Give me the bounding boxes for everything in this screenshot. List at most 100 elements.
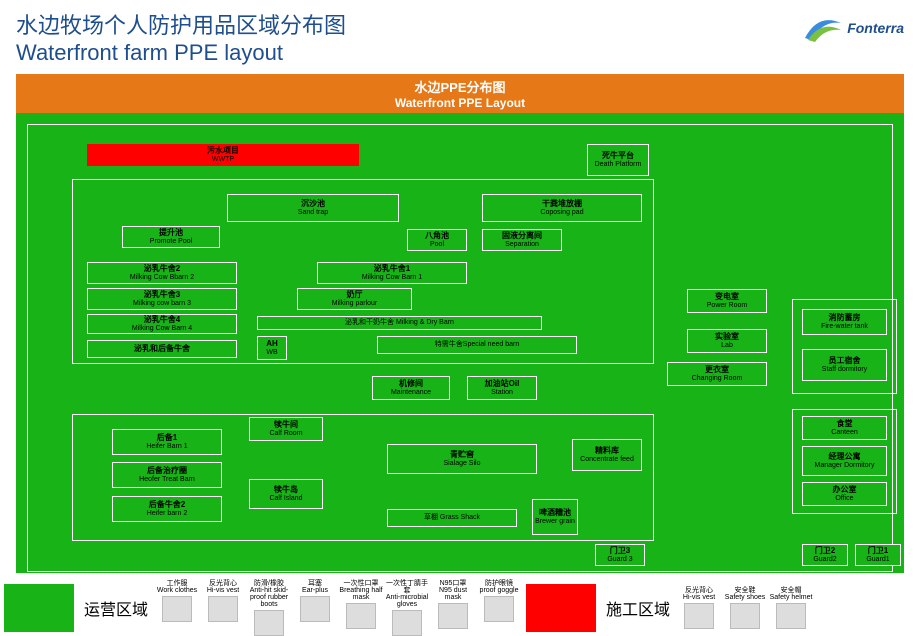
box-label-cn: 泌乳和后备牛舍 — [134, 345, 190, 354]
ppe-label-en: Safety helmet — [770, 594, 813, 601]
box-label-en: Calf Room — [269, 430, 302, 438]
box-guard2: 门卫2Guard2 — [802, 544, 848, 566]
ppe-item: N95口罩N95 dust mask — [430, 580, 476, 636]
box-label-cn: 食堂 — [837, 420, 853, 429]
box-label-en: Office — [835, 495, 853, 503]
box-label-en: Calf Island — [269, 495, 302, 503]
box-label-en: Station — [491, 389, 513, 397]
box-label-en: Heifer Barn 1 — [146, 443, 187, 451]
box-parlour: 奶厅Milking parlour — [297, 288, 412, 310]
ppe-label-cn: 防滑/橡胶 — [254, 580, 284, 587]
box-label-cn: 泌乳牛舍3 — [144, 291, 180, 300]
ppe-item: 工作服Work clothes — [154, 580, 200, 636]
box-label-cn: 泌乳牛舍4 — [144, 316, 180, 325]
ppe-item: 防滑/橡胶Anti-hit skid-proof rubber boots — [246, 580, 292, 636]
box-dry-heifer: 泌乳和后备牛舍 — [87, 340, 237, 358]
legend-swatch-red — [526, 584, 596, 632]
box-label-en: Heifer barn 2 — [147, 510, 187, 518]
title-band: 水边PPE分布图 Waterfront PPE Layout — [16, 74, 904, 113]
ppe-item: 安全帽Safety helmet — [768, 587, 814, 629]
box-label-en: Coposing pad — [540, 209, 583, 217]
box-guard3: 门卫3Guard 3 — [595, 544, 645, 566]
ppe-item: 一次性口罩Breathing half mask — [338, 580, 384, 636]
box-label-en: Staff dormitory — [822, 366, 867, 374]
box-label-en: Maintenance — [391, 389, 431, 397]
box-label-cn: 啤酒糟池 — [539, 509, 571, 518]
ppe-label-en: Hi-vis vest — [683, 594, 715, 601]
ppe-icon — [300, 596, 330, 622]
box-label-en: 特需牛舍Special need barn — [435, 341, 519, 349]
ppe-icon — [776, 603, 806, 629]
box-label-en: Concentrate feed — [580, 456, 634, 464]
box-label-cn: 固液分离间 — [502, 232, 542, 241]
box-heifer1: 后备1Heifer Barn 1 — [112, 429, 222, 455]
ppe-icon — [438, 603, 468, 629]
ppe-item: 一次性丁腈手套Anti-microbial gloves — [384, 580, 430, 636]
box-power-room: 变电室Power Room — [687, 289, 767, 313]
box-canteen: 食堂Canteen — [802, 416, 887, 440]
box-label-en: Pool — [430, 241, 444, 249]
ppe-icon — [254, 610, 284, 636]
ppe-icon — [484, 596, 514, 622]
box-label-en: Milking parlour — [332, 300, 378, 308]
box-heifer2: 后备牛舍2Heifer barn 2 — [112, 496, 222, 522]
logo-text: Fonterra — [847, 20, 904, 36]
box-label-en: Canteen — [831, 429, 857, 437]
box-label-cn: 门卫3 — [610, 547, 630, 556]
box-label-cn: 犊牛岛 — [274, 486, 298, 495]
ppe-item: 耳塞Ear-plus — [292, 580, 338, 636]
box-pool: 八角池Pool — [407, 229, 467, 251]
box-label-en: 草棚 Grass Shack — [424, 514, 480, 522]
box-barn3: 泌乳牛舍3Milking cow barn 3 — [87, 288, 237, 310]
box-label-cn: 死牛平台 — [602, 152, 634, 161]
box-label-cn: 加油站Oil — [485, 380, 520, 389]
legend-const-label: 施工区域 — [606, 596, 670, 620]
ppe-label-en: proof goggle — [480, 587, 519, 594]
box-office: 办公室Office — [802, 482, 887, 506]
box-label-cn: 门卫2 — [815, 547, 835, 556]
box-label-en: Guard2 — [813, 556, 836, 564]
ppe-icon — [392, 610, 422, 636]
header: 水边牧场个人防护用品区域分布图 Waterfront farm PPE layo… — [0, 0, 920, 74]
box-label-en: Heofer Treat Barn — [139, 476, 195, 484]
box-label-en: Lab — [721, 342, 733, 350]
box-sand-trap: 沉沙池Sand trap — [227, 194, 399, 222]
box-changing: 更衣室Changing Room — [667, 362, 767, 386]
ppe-items-const: 反光背心Hi-vis vest 安全鞋Safety shoes安全帽Safety … — [676, 587, 814, 629]
box-calf-room: 犊牛间Calf Room — [249, 417, 323, 441]
box-label-cn: 干粪堆放棚 — [542, 200, 582, 209]
box-label-cn: 变电室 — [715, 293, 739, 302]
ppe-label-en: Work clothes — [157, 587, 197, 594]
band-title-en: Waterfront PPE Layout — [16, 96, 904, 110]
box-separation: 固液分离间Separation — [482, 229, 562, 251]
box-label-en: Milking Cow Bbarn 2 — [130, 274, 194, 282]
ppe-label-cn: 反光背心 — [685, 587, 713, 594]
box-ahwb: AHWB — [257, 336, 287, 360]
box-guard1: 门卫1Guard1 — [855, 544, 901, 566]
box-label-en: 泌乳和干奶牛舍 Milking & Dry Barn — [345, 319, 454, 327]
box-label-cn: 办公室 — [833, 486, 857, 495]
box-label-cn: 沉沙池 — [301, 200, 325, 209]
box-label-en: Brewer grain — [535, 518, 575, 526]
box-oil-station: 加油站OilStation — [467, 376, 537, 400]
ppe-label-en: Safety shoes — [725, 594, 765, 601]
box-label-en: WWTP — [212, 156, 234, 164]
logo-swoosh-icon — [803, 8, 843, 48]
box-label-cn: 泌乳牛舍2 — [144, 265, 180, 274]
ppe-label-cn: 安全鞋 — [735, 587, 756, 594]
box-label-en: WB — [266, 349, 277, 357]
ppe-label-en: Ear-plus — [302, 587, 328, 594]
box-label-cn: 门卫1 — [868, 547, 888, 556]
ppe-icon — [162, 596, 192, 622]
box-label-en: Changing Room — [692, 375, 743, 383]
ppe-icon — [208, 596, 238, 622]
box-silage: 青贮窖Sialage Silo — [387, 444, 537, 474]
box-special-barn: 特需牛舍Special need barn — [377, 336, 577, 354]
box-label-cn: 污水项目 — [207, 147, 239, 156]
ppe-icon — [684, 603, 714, 629]
ppe-label-en: Anti-hit skid-proof rubber boots — [246, 587, 292, 608]
legend-ops-label: 运营区域 — [84, 596, 148, 620]
box-label-cn: 员工宿舍 — [829, 357, 861, 366]
ppe-label-cn: 工作服 — [167, 580, 188, 587]
box-milking-dry: 泌乳和干奶牛舍 Milking & Dry Barn — [257, 316, 542, 330]
